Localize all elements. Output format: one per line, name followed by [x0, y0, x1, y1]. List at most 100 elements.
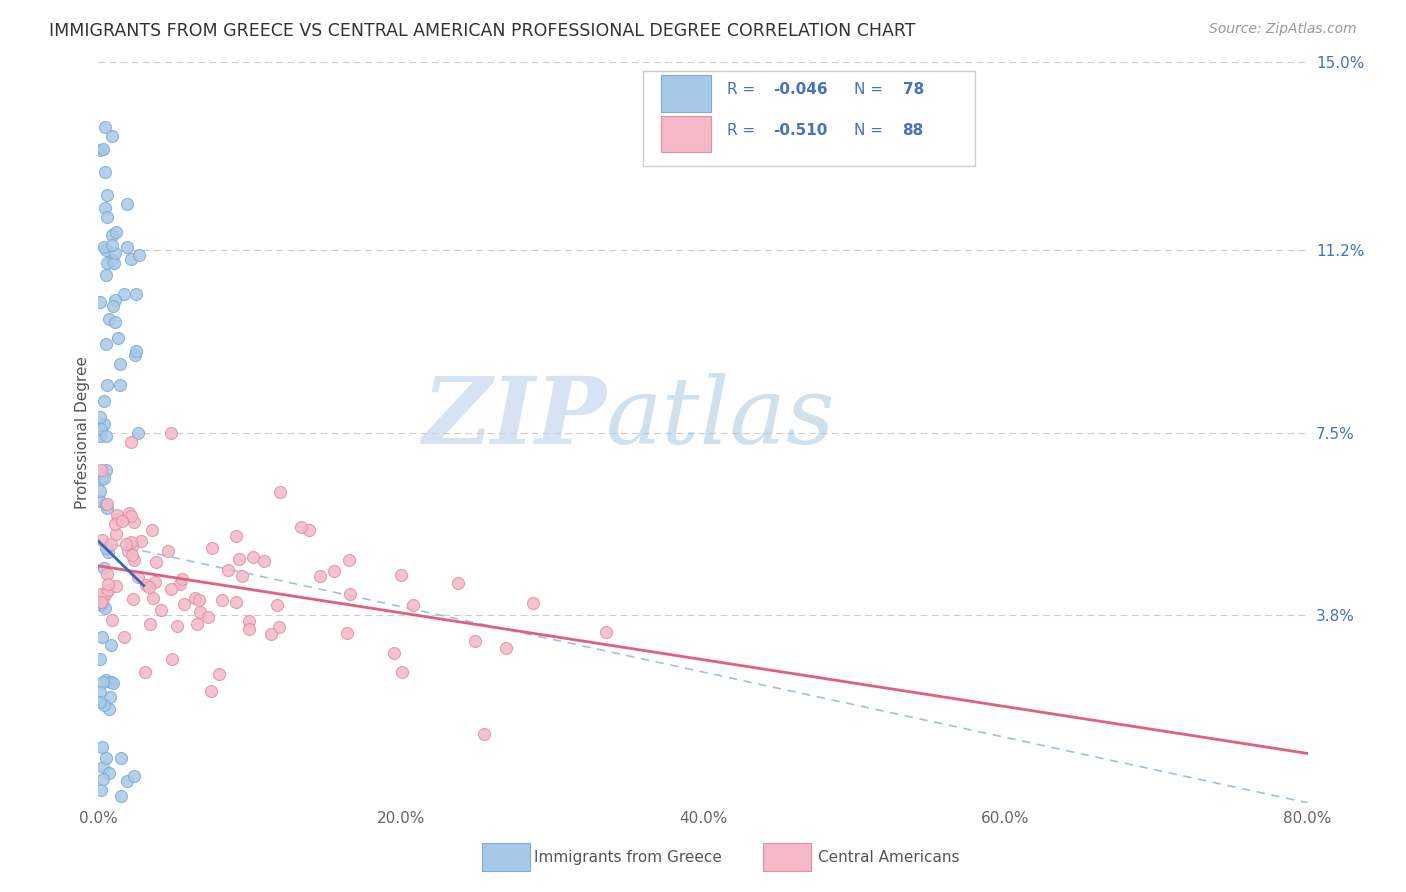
Point: [120, 435, 142, 450]
Point: [89, 143, 111, 157]
Point: [90, 463, 112, 477]
Point: [94, 243, 117, 257]
Point: [94, 463, 117, 477]
Point: [91, 630, 114, 644]
Point: [97, 702, 120, 716]
Point: [98, 690, 121, 704]
Point: [89, 428, 111, 442]
Text: 78: 78: [903, 82, 924, 97]
Point: [94, 673, 117, 687]
Point: [112, 630, 135, 644]
Point: [522, 596, 544, 610]
Point: [90, 594, 112, 608]
Text: N =: N =: [855, 82, 889, 97]
FancyBboxPatch shape: [643, 71, 976, 166]
Point: [188, 605, 211, 619]
Point: [104, 293, 127, 308]
Point: [110, 789, 132, 804]
Point: [260, 627, 283, 641]
Point: [101, 252, 124, 267]
Point: [124, 348, 146, 362]
Point: [464, 633, 486, 648]
Point: [93, 698, 115, 712]
Point: [125, 344, 148, 359]
Point: [238, 614, 260, 628]
Point: [225, 595, 247, 609]
Point: [125, 287, 148, 301]
Point: [90, 422, 112, 436]
Point: [134, 665, 156, 680]
Point: [96, 501, 118, 516]
Point: [495, 640, 517, 655]
Point: [96, 751, 118, 765]
Point: [207, 666, 229, 681]
Text: 88: 88: [903, 122, 924, 137]
Point: [228, 552, 250, 566]
Point: [89, 295, 111, 310]
Point: [94, 541, 117, 556]
Point: [238, 622, 260, 636]
Point: [96, 256, 118, 270]
Point: [93, 417, 115, 431]
Point: [104, 516, 127, 531]
Point: [173, 597, 195, 611]
Point: [105, 579, 128, 593]
Point: [105, 527, 128, 541]
Point: [104, 315, 127, 329]
Point: [98, 312, 121, 326]
Point: [339, 587, 361, 601]
Point: [104, 246, 127, 260]
Point: [117, 196, 139, 211]
Point: [217, 563, 239, 577]
Point: [308, 568, 330, 582]
Y-axis label: Professional Degree: Professional Degree: [75, 356, 90, 509]
Point: [121, 540, 143, 554]
Point: [183, 591, 205, 605]
Point: [94, 586, 117, 600]
Point: [94, 201, 117, 215]
Point: [391, 665, 413, 679]
Point: [139, 616, 162, 631]
Point: [105, 508, 128, 523]
Point: [91, 142, 114, 156]
Point: [96, 497, 118, 511]
Text: -0.510: -0.510: [773, 122, 828, 137]
Point: [138, 580, 160, 594]
Point: [96, 567, 118, 582]
Point: [100, 638, 122, 652]
Point: [110, 751, 132, 765]
Point: [117, 544, 139, 558]
Point: [211, 593, 233, 607]
Point: [103, 255, 125, 269]
Point: [253, 554, 276, 568]
Point: [382, 646, 405, 660]
Point: [298, 523, 321, 537]
Point: [122, 515, 145, 529]
Point: [117, 240, 139, 254]
Point: [336, 625, 359, 640]
Point: [94, 120, 117, 134]
Point: [93, 394, 115, 409]
Text: Source: ZipAtlas.com: Source: ZipAtlas.com: [1209, 22, 1357, 37]
Point: [389, 567, 412, 582]
Point: [200, 683, 222, 698]
Point: [101, 237, 124, 252]
Point: [267, 620, 290, 634]
Point: [93, 239, 115, 253]
Point: [105, 225, 128, 239]
Text: Immigrants from Greece: Immigrants from Greece: [534, 850, 723, 864]
Point: [96, 188, 118, 202]
FancyBboxPatch shape: [661, 116, 711, 152]
Point: [269, 485, 291, 500]
Point: [169, 576, 191, 591]
Point: [97, 545, 120, 559]
Point: [121, 548, 143, 562]
Point: [110, 377, 132, 392]
Point: [129, 533, 152, 548]
Point: [115, 774, 138, 789]
Text: Central Americans: Central Americans: [818, 850, 960, 864]
Point: [322, 564, 344, 578]
Point: [143, 574, 166, 589]
Point: [162, 652, 184, 666]
Point: [156, 543, 179, 558]
